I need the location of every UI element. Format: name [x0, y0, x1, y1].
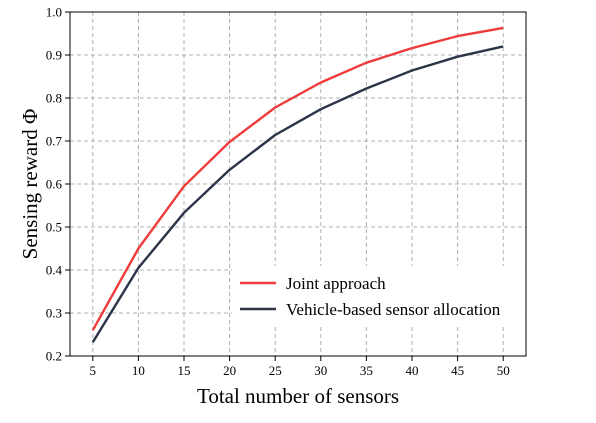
legend: Joint approach Vehicle-based sensor alloc… — [232, 266, 522, 326]
y-tick-label: 0.5 — [46, 220, 62, 235]
y-tick-label: 0.6 — [46, 177, 63, 192]
x-tick-label: 35 — [360, 363, 373, 378]
series-line-2 — [91, 45, 504, 343]
x-tick-label: 40 — [406, 363, 419, 378]
x-tick-label: 25 — [269, 363, 282, 378]
x-tick-label: 5 — [90, 363, 97, 378]
legend-label-1: Joint approach — [286, 274, 386, 293]
x-axis-title: Total number of sensors — [197, 384, 399, 408]
x-tick-label: 10 — [132, 363, 145, 378]
x-tick-label: 30 — [314, 363, 327, 378]
y-tick-label: 0.4 — [46, 263, 63, 278]
y-tick-label: 0.7 — [46, 134, 63, 149]
y-tick-label: 1.0 — [46, 5, 62, 20]
x-tick-label: 45 — [451, 363, 464, 378]
x-tick-label: 20 — [223, 363, 236, 378]
x-tick-label: 15 — [178, 363, 191, 378]
y-axis-title: Sensing reward Φ — [18, 109, 42, 260]
y-tick-label: 0.3 — [46, 306, 62, 321]
y-tick-label: 0.9 — [46, 48, 62, 63]
axis-ticks: 5 10 15 20 25 30 35 40 45 50 0.2 0.3 0.4 0.5 0.6 0.7 0.8… — [46, 5, 510, 379]
y-tick-label: 0.2 — [46, 349, 62, 364]
legend-label-2: Vehicle-based sensor allocation — [286, 300, 501, 319]
series-line-1 — [91, 26, 504, 331]
x-tick-label: 50 — [497, 363, 510, 378]
legend-background — [232, 266, 522, 326]
series-layer — [91, 26, 504, 343]
y-tick-label: 0.8 — [46, 91, 62, 106]
